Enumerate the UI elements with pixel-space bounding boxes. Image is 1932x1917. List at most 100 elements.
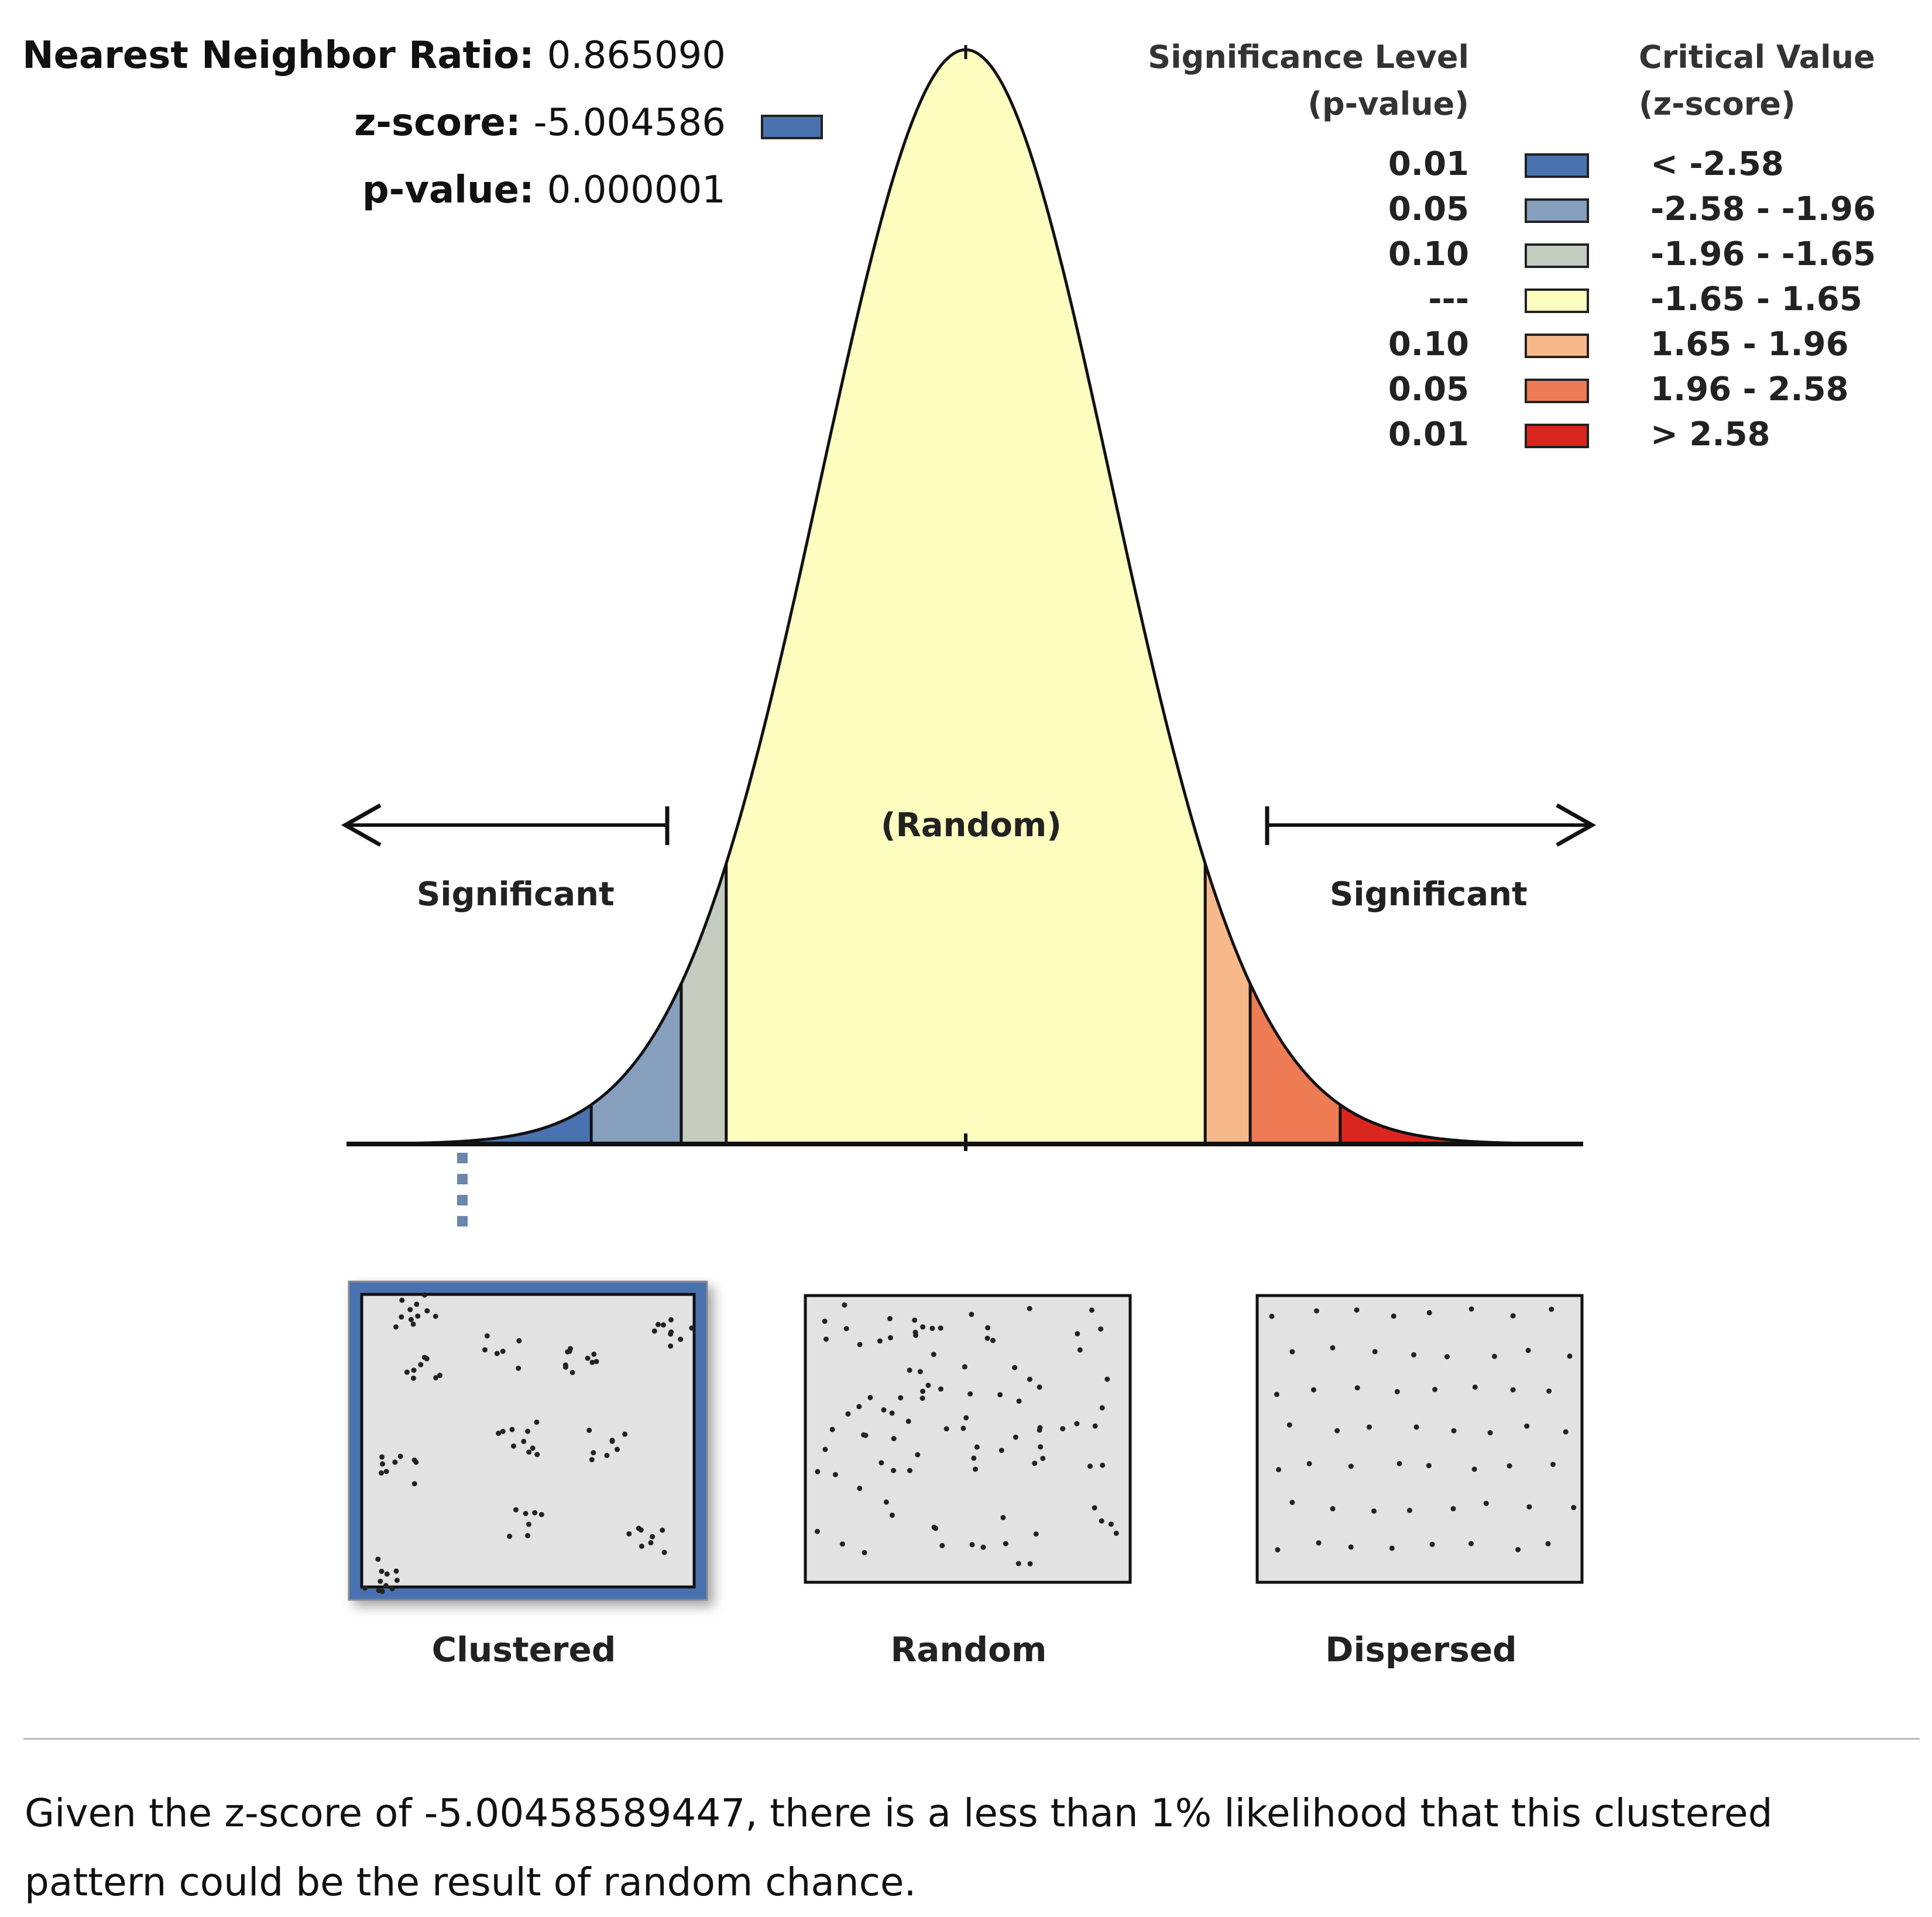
random-dot xyxy=(861,1432,867,1438)
legend-pvalue-4: 0.10 xyxy=(1388,325,1469,363)
random-dot xyxy=(1040,1455,1046,1461)
clustered-dot xyxy=(650,1534,656,1540)
clustered-dot xyxy=(538,1511,544,1517)
legend-swatch-1 xyxy=(1525,198,1589,223)
random-dot xyxy=(887,1315,893,1321)
random-dot xyxy=(985,1325,991,1331)
clustered-dot xyxy=(523,1511,529,1516)
right-significant-label: Significant xyxy=(1330,875,1528,913)
clustered-dot xyxy=(411,1368,417,1373)
random-dot xyxy=(842,1302,847,1308)
nn-ratio-row: Nearest Neighbor Ratio: 0.865090 xyxy=(22,29,726,82)
clustered-dot xyxy=(433,1375,439,1380)
legend-swatch-2 xyxy=(1525,243,1589,268)
random-dot xyxy=(857,1486,863,1491)
random-dot xyxy=(857,1342,863,1348)
random-dot xyxy=(943,1426,949,1432)
pattern-panels xyxy=(348,1280,1584,1601)
clustered-dot xyxy=(586,1427,592,1433)
dispersed-dot xyxy=(1546,1388,1552,1394)
bell-curve-chart xyxy=(341,45,1597,1229)
clustered-dot xyxy=(424,1308,430,1314)
curve-band-4 xyxy=(1205,863,1251,1144)
dispersed-dot xyxy=(1391,1313,1396,1319)
curve-band-6 xyxy=(1340,1104,1576,1144)
dispersed-dot xyxy=(1348,1544,1354,1550)
dispersed-dot xyxy=(1348,1463,1354,1469)
clustered-dot xyxy=(615,1447,620,1452)
dispersed-label: Dispersed xyxy=(1325,1630,1517,1669)
clustered-dot xyxy=(516,1365,521,1371)
legend-pvalue-0: 0.01 xyxy=(1388,145,1469,183)
section-divider xyxy=(23,1738,1920,1740)
dispersed-dot xyxy=(1289,1500,1295,1505)
curve-bands xyxy=(356,50,1576,1144)
dispersed-dot xyxy=(1367,1424,1372,1430)
dispersed-dot xyxy=(1507,1463,1512,1469)
random-dot xyxy=(843,1326,849,1332)
random-dot xyxy=(1113,1530,1119,1536)
crit-value-heading: Critical Value (z-score) xyxy=(1639,34,1875,128)
dispersed-dot xyxy=(1389,1545,1395,1551)
random-dot xyxy=(839,1541,845,1547)
random-dot xyxy=(1037,1384,1042,1390)
random-dot xyxy=(891,1468,897,1473)
clustered-dot xyxy=(516,1338,522,1344)
dispersed-dot xyxy=(1413,1424,1419,1430)
dispersed-dot xyxy=(1472,1384,1478,1390)
legend-pvalue-5: 0.05 xyxy=(1388,370,1469,408)
dispersed-dot xyxy=(1426,1310,1432,1315)
dispersed-dot xyxy=(1354,1385,1360,1391)
random-dot xyxy=(1033,1531,1039,1537)
clustered-panel xyxy=(348,1280,708,1601)
random-dot xyxy=(962,1364,967,1370)
clustered-dot xyxy=(507,1533,513,1539)
legend-pvalue-3: --- xyxy=(1428,280,1469,318)
dispersed-dot xyxy=(1567,1353,1573,1359)
random-dot xyxy=(862,1550,867,1555)
curve-band-2 xyxy=(681,863,726,1144)
nn-ratio-value: 0.865090 xyxy=(547,34,726,77)
clustered-dot xyxy=(500,1348,506,1354)
random-dot xyxy=(925,1382,931,1388)
random-dot xyxy=(1075,1331,1080,1337)
dispersed-dot xyxy=(1563,1429,1569,1435)
right-significant-arrow xyxy=(1265,803,1597,847)
random-dot xyxy=(1077,1347,1083,1353)
dispersed-dot xyxy=(1545,1541,1551,1547)
clustered-dot xyxy=(393,1324,399,1330)
dispersed-dot xyxy=(1450,1506,1456,1511)
dispersed-dot xyxy=(1411,1352,1417,1358)
random-dot xyxy=(1060,1426,1066,1432)
clustered-dot xyxy=(399,1314,404,1320)
random-dot xyxy=(829,1427,835,1432)
random-dot xyxy=(990,1338,996,1344)
clustered-dot xyxy=(622,1431,628,1437)
clustered-dot xyxy=(394,1578,400,1583)
dispersed-dot xyxy=(1289,1349,1295,1355)
random-dot xyxy=(931,1352,936,1358)
clustered-dot xyxy=(661,1550,667,1555)
random-dot xyxy=(845,1411,851,1417)
dispersed-dot xyxy=(1269,1314,1275,1319)
random-dot xyxy=(1003,1541,1008,1547)
random-dot xyxy=(980,1544,986,1550)
z-score-row: z-score: -5.004586 xyxy=(354,97,726,149)
random-dot xyxy=(1098,1326,1104,1332)
legend-zrange-2: -1.96 - -1.65 xyxy=(1650,235,1876,273)
random-dot xyxy=(877,1338,883,1344)
random-dot xyxy=(960,1425,966,1431)
random-dot xyxy=(1015,1561,1021,1566)
legend-swatch-6 xyxy=(1525,424,1589,448)
clustered-dot xyxy=(410,1321,416,1327)
dispersed-dot xyxy=(1429,1541,1435,1547)
random-dot xyxy=(889,1410,895,1416)
legend-pvalue-1: 0.05 xyxy=(1388,190,1469,228)
random-dot xyxy=(1027,1306,1032,1311)
random-dot xyxy=(1000,1515,1006,1520)
clustered-dot xyxy=(393,1568,399,1574)
random-dot xyxy=(971,1455,977,1461)
clustered-dot xyxy=(378,1578,383,1584)
sig-level-heading: Significance Level (p-value) xyxy=(1112,34,1469,128)
